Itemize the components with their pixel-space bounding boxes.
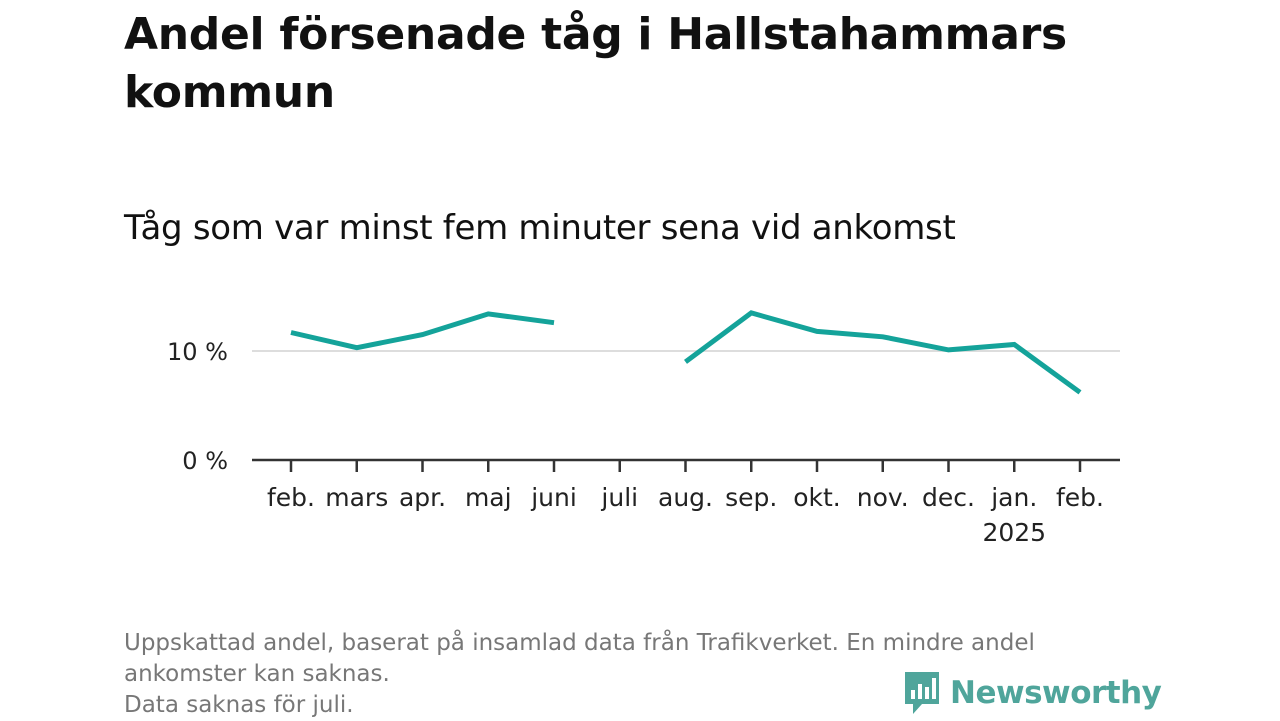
x-tick-label: apr.	[399, 483, 446, 512]
brand-logo: Newsworthy	[902, 670, 1162, 716]
x-tick-label: feb.	[1056, 483, 1104, 512]
y-tick-label: 0 %	[182, 447, 228, 475]
line-chart: 0 % 10 % feb. mars apr. maj juni juli aug. sep. o…	[167, 310, 1120, 547]
x-tick-label: okt.	[793, 483, 841, 512]
x-tick-label: mars	[325, 483, 388, 512]
series-line	[684, 310, 1082, 395]
x-tick-label: nov.	[857, 483, 909, 512]
y-tick-label: 10 %	[167, 338, 228, 366]
x-tick-label: jan.	[990, 483, 1037, 512]
series-lines	[290, 310, 1082, 395]
brand-name: Newsworthy	[950, 675, 1162, 711]
footnote-missing-data: Data saknas för juli.	[124, 692, 354, 718]
x-tick-label: sep.	[725, 483, 777, 512]
x-axis	[252, 458, 1120, 472]
chart-title: Andel försenade tåg i Hallstahammars kom…	[124, 9, 1067, 118]
x-tick-label: feb.	[267, 483, 315, 512]
series-line	[290, 311, 555, 351]
x-tick-label: dec.	[922, 483, 975, 512]
footnote-source: Uppskattad andel, baserat på insamlad da…	[124, 630, 1035, 687]
newsworthy-logo-icon	[905, 672, 939, 714]
x-axis-tick-labels: feb. mars apr. maj juni juli aug. sep. okt. nov. d…	[267, 483, 1104, 547]
x-year-label: 2025	[982, 518, 1046, 547]
x-tick-label: juni	[530, 483, 577, 512]
x-tick-label: aug.	[658, 483, 713, 512]
x-tick-label: maj	[465, 483, 512, 512]
y-axis-tick-labels: 0 % 10 %	[167, 338, 228, 475]
chart-subtitle: Tåg som var minst fem minuter sena vid a…	[124, 208, 956, 248]
x-tick-label: juli	[600, 483, 638, 512]
footnote: Uppskattad andel, baserat på insamlad da…	[124, 628, 1164, 721]
